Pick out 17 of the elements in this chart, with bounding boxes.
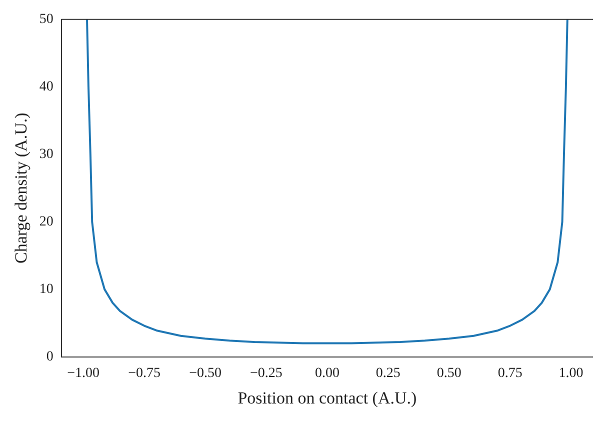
x-tick-label: −0.25 xyxy=(250,366,282,381)
y-tick-label: 50 xyxy=(39,12,54,28)
x-tick-label: 0.00 xyxy=(314,366,340,381)
x-tick-label: 1.00 xyxy=(558,366,584,381)
x-tick-label: 0.75 xyxy=(498,366,522,381)
x-tick-label: 0.25 xyxy=(376,366,400,381)
y-tick-label: 40 xyxy=(39,80,54,95)
x-tick-label: −1.00 xyxy=(67,366,100,381)
x-tick-label: −0.75 xyxy=(128,366,161,381)
y-tick-label: 0 xyxy=(46,349,54,364)
x-tick-label: −0.50 xyxy=(189,366,222,381)
x-tick-label: 0.50 xyxy=(436,366,462,381)
y-tick-label: 10 xyxy=(39,282,54,297)
y-tick-label: 20 xyxy=(39,214,54,230)
x-axis-title: Position on contact (A.U.) xyxy=(238,388,417,408)
y-axis-title: Charge density (A.U.) xyxy=(12,112,31,264)
y-tick-label: 30 xyxy=(39,147,54,162)
